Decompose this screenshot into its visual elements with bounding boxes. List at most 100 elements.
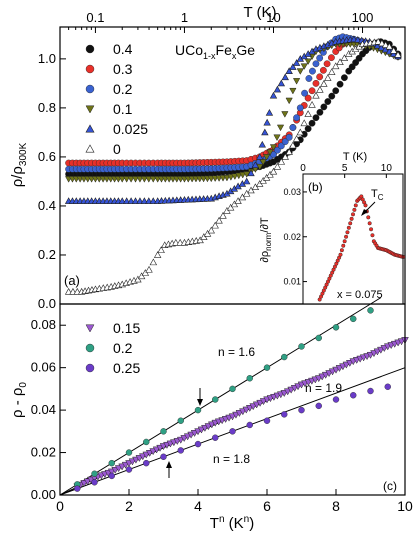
data-point (345, 230, 350, 235)
y-tick-label: 0.00 (31, 487, 56, 502)
data-point (324, 74, 332, 81)
data-point (212, 396, 219, 403)
data-point (276, 124, 285, 132)
y-tick-label: 0.0 (38, 296, 56, 311)
data-point (231, 173, 239, 181)
data-point (269, 144, 278, 151)
x-tick-label: 0 (56, 498, 64, 514)
data-point (315, 402, 322, 410)
data-point (259, 159, 267, 166)
data-point (127, 197, 135, 204)
y-tick-label: 0.6 (38, 149, 56, 164)
data-point (300, 119, 308, 127)
data-point (344, 234, 349, 239)
data-point (212, 434, 219, 441)
data-point (389, 50, 398, 57)
data-point (273, 162, 282, 170)
data-point (389, 46, 398, 54)
data-point (289, 124, 297, 131)
data-point (378, 39, 386, 47)
data-point (137, 272, 146, 280)
data-point (304, 58, 312, 66)
data-point (394, 50, 402, 58)
y-tick-label: 0.04 (31, 402, 56, 417)
data-point (234, 197, 242, 204)
compound-formula: UCo1-xFexGe (175, 42, 255, 61)
data-point (323, 60, 331, 68)
data-point (261, 128, 269, 136)
data-point (118, 197, 126, 204)
data-point (289, 87, 297, 95)
data-point (207, 226, 215, 234)
data-point (153, 251, 162, 258)
data-point (136, 176, 144, 183)
data-point (293, 114, 300, 122)
data-point (342, 239, 347, 244)
data-point (269, 91, 278, 99)
data-point (274, 146, 281, 154)
data-point (281, 353, 288, 361)
data-point (328, 68, 336, 75)
data-point (339, 248, 344, 253)
data-point (324, 98, 332, 105)
data-point (332, 62, 340, 70)
data-point (281, 73, 289, 81)
data-point (385, 42, 394, 50)
data-point (136, 197, 144, 204)
data-point (143, 438, 150, 446)
data-point (235, 172, 243, 180)
tc-arrow (361, 201, 376, 216)
data-point (157, 246, 165, 253)
panel-a-x-axis-title: T (K) (243, 4, 276, 21)
data-point (160, 453, 167, 460)
y-tick-label: 1.0 (38, 51, 56, 66)
data-point (194, 406, 202, 414)
data-point (143, 459, 150, 467)
panel-c-y-axis-title: ρ - ρ0 (9, 382, 29, 418)
legend-marker (85, 44, 95, 54)
data-point (304, 110, 312, 117)
x-tick-label: 0 (300, 163, 306, 174)
data-point (315, 334, 322, 342)
data-point (215, 216, 223, 224)
data-point (211, 221, 219, 229)
data-point (350, 392, 357, 399)
data-point (177, 417, 184, 424)
panel-b-label: (b) (308, 180, 323, 194)
data-point (309, 67, 316, 75)
panel-a-y-axis-title: ρ/ρ300K (9, 142, 29, 187)
panel-a-y-ticks: 0.0 0.2 0.4 0.6 0.8 1.0 (38, 51, 66, 311)
data-point (281, 138, 289, 145)
data-point (312, 114, 320, 122)
data-point (265, 108, 274, 116)
data-point (298, 406, 305, 414)
x-tick-label: 6 (263, 498, 271, 514)
data-point (223, 207, 231, 214)
data-point (328, 54, 335, 62)
panel-c-y-ticks: 0.00 0.02 0.04 0.06 0.08 (31, 317, 66, 502)
data-point (196, 236, 204, 244)
data-point (131, 176, 140, 183)
legend-label: 0.25 (113, 360, 140, 376)
panel-b-top-x-ticks: 0 5 10 (300, 163, 392, 178)
data-point (369, 227, 374, 232)
data-point (122, 197, 131, 204)
data-point (336, 58, 344, 65)
legend-label: 0.4 (113, 41, 133, 57)
data-point (296, 104, 304, 112)
data-point (263, 364, 271, 371)
data-point (332, 396, 340, 403)
panel-c: 0 2 4 6 8 10 0.00 0.02 0.04 0.06 0.08 Tn (Kn) ρ -… (9, 297, 413, 532)
data-point (305, 75, 313, 82)
legend-marker (85, 324, 95, 333)
y-tick-label: 0.8 (38, 100, 56, 115)
data-point (219, 211, 227, 219)
data-point (367, 221, 372, 226)
data-point (292, 59, 301, 66)
data-point (312, 91, 320, 99)
data-point (108, 459, 115, 467)
data-point (251, 183, 260, 191)
panel-c-legend: 0.15 0.2 0.25 (85, 320, 140, 376)
data-point (247, 169, 255, 177)
